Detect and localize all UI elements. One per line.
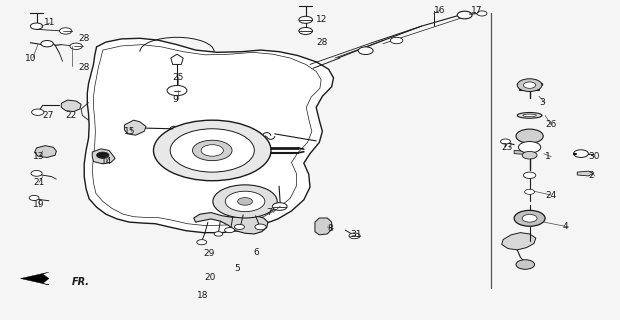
Polygon shape xyxy=(20,272,49,285)
Ellipse shape xyxy=(523,114,536,117)
Circle shape xyxy=(70,43,82,50)
Text: 27: 27 xyxy=(43,111,54,120)
Polygon shape xyxy=(315,218,332,235)
Polygon shape xyxy=(35,146,56,157)
Circle shape xyxy=(32,109,44,116)
Text: 31: 31 xyxy=(350,230,361,239)
Circle shape xyxy=(224,228,234,233)
Text: 6: 6 xyxy=(253,248,259,257)
Polygon shape xyxy=(193,212,268,234)
Text: 1: 1 xyxy=(545,152,551,161)
Text: 28: 28 xyxy=(78,63,89,72)
Circle shape xyxy=(29,196,39,200)
Polygon shape xyxy=(502,233,536,250)
Polygon shape xyxy=(61,100,81,112)
Text: 2: 2 xyxy=(588,172,594,180)
Circle shape xyxy=(225,191,265,212)
Circle shape xyxy=(349,233,360,239)
Circle shape xyxy=(272,203,287,210)
Text: 25: 25 xyxy=(172,73,184,82)
Circle shape xyxy=(237,197,252,205)
Polygon shape xyxy=(84,38,334,233)
Polygon shape xyxy=(171,54,183,64)
Text: 7: 7 xyxy=(267,208,272,217)
Text: 3: 3 xyxy=(539,98,544,107)
Circle shape xyxy=(457,11,472,19)
Text: 11: 11 xyxy=(44,19,56,28)
Polygon shape xyxy=(514,150,523,154)
Text: 28: 28 xyxy=(316,38,327,47)
Text: 16: 16 xyxy=(434,6,445,15)
Circle shape xyxy=(170,129,254,172)
Circle shape xyxy=(97,152,109,158)
Circle shape xyxy=(516,129,543,143)
Circle shape xyxy=(522,214,537,222)
Circle shape xyxy=(167,85,187,96)
Circle shape xyxy=(234,224,244,229)
Text: 4: 4 xyxy=(562,222,568,231)
Circle shape xyxy=(477,11,487,16)
Text: 24: 24 xyxy=(545,190,556,200)
Circle shape xyxy=(30,23,43,29)
Circle shape xyxy=(299,16,312,23)
Text: 9: 9 xyxy=(172,95,179,104)
Polygon shape xyxy=(92,149,115,164)
Circle shape xyxy=(41,41,53,47)
Text: 15: 15 xyxy=(125,127,136,136)
Circle shape xyxy=(516,260,534,269)
Ellipse shape xyxy=(517,113,542,118)
Circle shape xyxy=(214,232,223,236)
Circle shape xyxy=(574,150,588,157)
Polygon shape xyxy=(125,120,146,135)
Text: 20: 20 xyxy=(205,273,216,282)
Circle shape xyxy=(518,141,541,153)
Circle shape xyxy=(213,185,277,218)
Text: 28: 28 xyxy=(78,35,89,44)
Text: 29: 29 xyxy=(203,250,215,259)
Circle shape xyxy=(197,240,206,245)
Circle shape xyxy=(358,47,373,54)
Text: 10: 10 xyxy=(25,53,37,62)
Text: 12: 12 xyxy=(316,15,327,24)
Text: 19: 19 xyxy=(33,200,45,209)
Text: 18: 18 xyxy=(197,291,209,300)
Circle shape xyxy=(391,37,403,44)
Text: 22: 22 xyxy=(66,111,77,120)
Circle shape xyxy=(522,151,537,159)
Text: 14: 14 xyxy=(101,157,112,166)
Circle shape xyxy=(201,145,223,156)
Circle shape xyxy=(525,189,534,195)
Text: 26: 26 xyxy=(545,120,556,130)
Circle shape xyxy=(500,139,510,144)
Circle shape xyxy=(523,172,536,179)
Text: 8: 8 xyxy=(327,224,333,233)
Circle shape xyxy=(299,28,312,35)
Circle shape xyxy=(154,120,271,181)
Text: 23: 23 xyxy=(502,143,513,152)
Text: 17: 17 xyxy=(471,6,482,15)
Circle shape xyxy=(192,140,232,161)
Circle shape xyxy=(523,82,536,88)
Text: FR.: FR. xyxy=(72,277,90,287)
Text: 21: 21 xyxy=(33,178,44,187)
Circle shape xyxy=(517,79,542,92)
Text: 13: 13 xyxy=(33,152,45,161)
Circle shape xyxy=(514,210,545,226)
Text: 30: 30 xyxy=(588,152,600,161)
Circle shape xyxy=(60,28,72,34)
Circle shape xyxy=(255,224,266,230)
Text: 5: 5 xyxy=(234,264,241,273)
Circle shape xyxy=(31,171,42,176)
Polygon shape xyxy=(577,171,593,176)
